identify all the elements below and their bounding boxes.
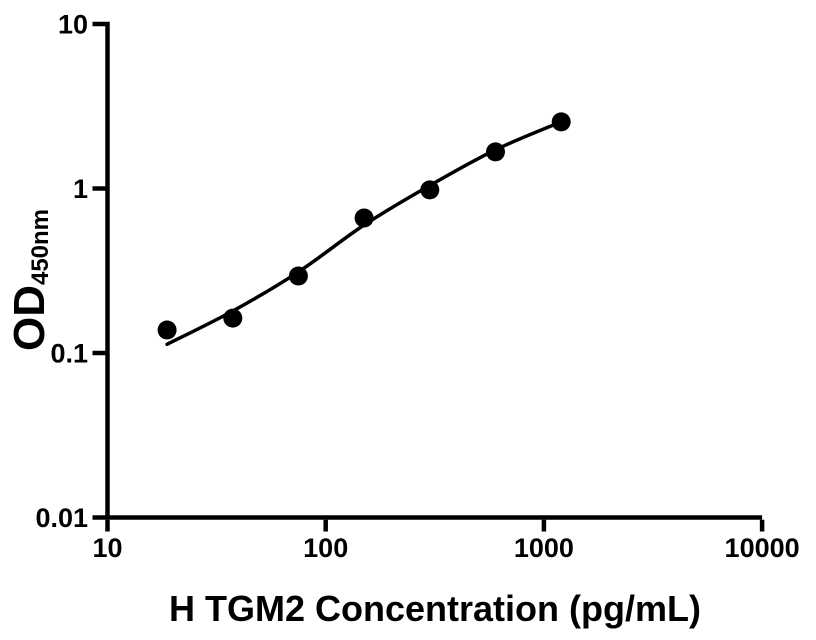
- y-tick-label-1: 1: [73, 174, 88, 204]
- data-point-1200: [551, 112, 571, 132]
- x-tick-label-10: 10: [92, 533, 122, 563]
- data-point-18.75: [157, 320, 177, 340]
- data-point-37.5: [223, 308, 243, 328]
- y-tick-label-0.01: 0.01: [35, 503, 88, 533]
- y-axis-label-main: OD: [5, 285, 54, 351]
- x-tick-label-1000: 1000: [514, 533, 574, 563]
- data-point-150: [354, 208, 374, 228]
- data-point-300: [420, 180, 440, 200]
- y-axis-label-subscript: 450nm: [27, 209, 54, 285]
- y-axis-label: OD450nm: [5, 209, 54, 351]
- y-tick-label-10: 10: [58, 10, 88, 40]
- axis-ticks: [92, 21, 765, 532]
- x-tick-label-100: 100: [303, 533, 348, 563]
- axes: [105, 21, 763, 520]
- x-tick-label-10000: 10000: [725, 533, 800, 563]
- data-series: [157, 112, 571, 347]
- axis-tick-labels: 0.01 0.1 1 10 10 100 1000 10000: [35, 10, 799, 564]
- data-point-600: [486, 142, 505, 162]
- x-axis-label: H TGM2 Concentration (pg/mL): [169, 588, 701, 629]
- y-tick-label-0.1: 0.1: [50, 339, 88, 369]
- data-point-75: [288, 266, 308, 286]
- axis-spines: [105, 21, 763, 520]
